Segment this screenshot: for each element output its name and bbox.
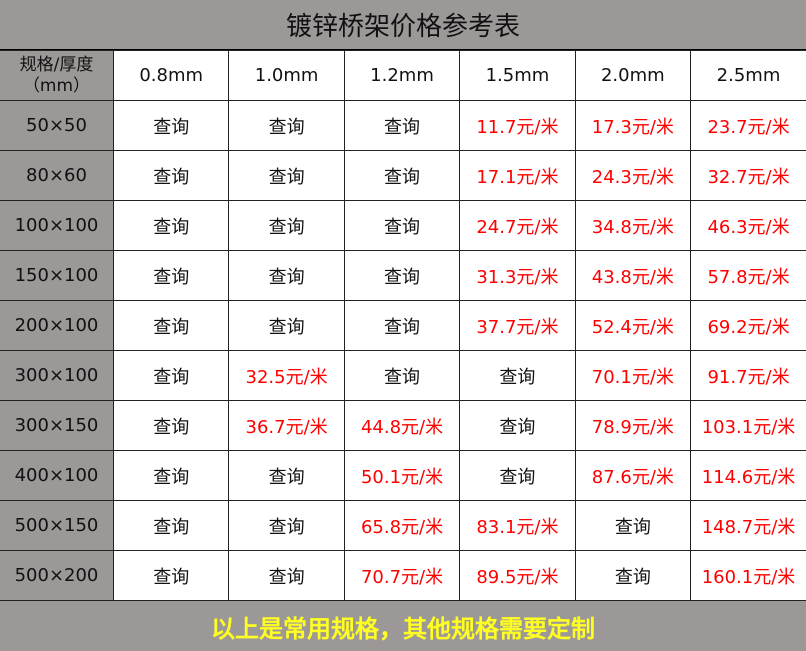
- footer-note: 以上是常用规格，其他规格需要定制: [0, 601, 806, 651]
- query-link[interactable]: 查询: [459, 450, 576, 501]
- query-link[interactable]: 查询: [343, 150, 461, 201]
- query-link[interactable]: 查询: [112, 500, 230, 551]
- price-cell: 78.9元/米: [574, 400, 692, 451]
- price-cell: 50.1元/米: [343, 450, 461, 501]
- query-link[interactable]: 查询: [343, 100, 461, 151]
- table-row: 100×100 查询 查询 查询 24.7元/米 34.8元/米 46.3元/米: [0, 200, 806, 251]
- row-spec: 300×100: [0, 350, 114, 401]
- row-spec: 150×100: [0, 250, 114, 301]
- price-cell: 17.1元/米: [459, 150, 576, 201]
- price-cell: 52.4元/米: [574, 300, 692, 351]
- query-link[interactable]: 查询: [228, 550, 345, 601]
- table-row: 80×60 查询 查询 查询 17.1元/米 24.3元/米 32.7元/米: [0, 150, 806, 201]
- column-header: 0.8mm: [112, 50, 230, 101]
- row-spec: 500×200: [0, 550, 114, 601]
- price-cell: 65.8元/米: [343, 500, 461, 551]
- column-header: 2.0mm: [574, 50, 692, 101]
- column-header: 1.5mm: [459, 50, 576, 101]
- price-cell: 89.5元/米: [459, 550, 576, 601]
- price-cell: 32.5元/米: [228, 350, 345, 401]
- price-cell: 83.1元/米: [459, 500, 576, 551]
- price-cell: 36.7元/米: [228, 400, 345, 451]
- price-cell: 37.7元/米: [459, 300, 576, 351]
- column-header: 1.2mm: [343, 50, 461, 101]
- table-row: 150×100 查询 查询 查询 31.3元/米 43.8元/米 57.8元/米: [0, 250, 806, 301]
- query-link[interactable]: 查询: [459, 400, 576, 451]
- price-cell: 23.7元/米: [690, 100, 806, 151]
- column-header: 2.5mm: [690, 50, 806, 101]
- query-link[interactable]: 查询: [228, 150, 345, 201]
- query-link[interactable]: 查询: [112, 100, 230, 151]
- price-cell: 31.3元/米: [459, 250, 576, 301]
- query-link[interactable]: 查询: [112, 150, 230, 201]
- query-link[interactable]: 查询: [112, 350, 230, 401]
- table-row: 200×100 查询 查询 查询 37.7元/米 52.4元/米 69.2元/米: [0, 300, 806, 351]
- price-cell: 70.7元/米: [343, 550, 461, 601]
- row-spec: 200×100: [0, 300, 114, 351]
- price-cell: 44.8元/米: [343, 400, 461, 451]
- price-cell: 69.2元/米: [690, 300, 806, 351]
- price-cell: 43.8元/米: [574, 250, 692, 301]
- price-cell: 103.1元/米: [690, 400, 806, 451]
- query-link[interactable]: 查询: [112, 450, 230, 501]
- query-link[interactable]: 查询: [228, 300, 345, 351]
- query-link[interactable]: 查询: [343, 200, 461, 251]
- table-row: 500×150 查询 查询 65.8元/米 83.1元/米 查询 148.7元/米: [0, 500, 806, 551]
- price-cell: 17.3元/米: [574, 100, 692, 151]
- row-spec: 50×50: [0, 100, 114, 151]
- price-cell: 70.1元/米: [574, 350, 692, 401]
- price-cell: 91.7元/米: [690, 350, 806, 401]
- query-link[interactable]: 查询: [459, 350, 576, 401]
- table-row: 500×200 查询 查询 70.7元/米 89.5元/米 查询 160.1元/米: [0, 550, 806, 601]
- column-header: 1.0mm: [228, 50, 345, 101]
- table-row: 300×150 查询 36.7元/米 44.8元/米 查询 78.9元/米 103.1元/米: [0, 400, 806, 451]
- price-cell: 57.8元/米: [690, 250, 806, 301]
- corner-line1: 规格/厚度: [19, 54, 94, 75]
- price-cell: 46.3元/米: [690, 200, 806, 251]
- query-link[interactable]: 查询: [574, 500, 692, 551]
- price-cell: 32.7元/米: [690, 150, 806, 201]
- price-cell: 114.6元/米: [690, 450, 806, 501]
- table-row: 50×50 查询 查询 查询 11.7元/米 17.3元/米 23.7元/米: [0, 100, 806, 151]
- query-link[interactable]: 查询: [343, 350, 461, 401]
- query-link[interactable]: 查询: [228, 250, 345, 301]
- query-link[interactable]: 查询: [228, 500, 345, 551]
- query-link[interactable]: 查询: [343, 250, 461, 301]
- query-link[interactable]: 查询: [112, 550, 230, 601]
- header-row: 规格/厚度 （mm） 0.8mm 1.0mm 1.2mm 1.5mm 2.0mm 2.5mm: [0, 50, 806, 101]
- price-cell: 87.6元/米: [574, 450, 692, 501]
- price-cell: 34.8元/米: [574, 200, 692, 251]
- price-cell: 148.7元/米: [690, 500, 806, 551]
- price-table: 规格/厚度 （mm） 0.8mm 1.0mm 1.2mm 1.5mm 2.0mm 2.5mm…: [0, 50, 806, 601]
- query-link[interactable]: 查询: [112, 400, 230, 451]
- table-row: 300×100 查询 32.5元/米 查询 查询 70.1元/米 91.7元/米: [0, 350, 806, 401]
- row-spec: 500×150: [0, 500, 114, 551]
- query-link[interactable]: 查询: [343, 300, 461, 351]
- row-spec: 300×150: [0, 400, 114, 451]
- query-link[interactable]: 查询: [228, 100, 345, 151]
- query-link[interactable]: 查询: [112, 300, 230, 351]
- corner-line2: （mm）: [22, 75, 91, 96]
- table-row: 400×100 查询 查询 50.1元/米 查询 87.6元/米 114.6元/米: [0, 450, 806, 501]
- query-link[interactable]: 查询: [574, 550, 692, 601]
- query-link[interactable]: 查询: [112, 200, 230, 251]
- table-title: 镀锌桥架价格参考表: [0, 0, 806, 50]
- price-cell: 24.7元/米: [459, 200, 576, 251]
- corner-header: 规格/厚度 （mm）: [0, 50, 114, 101]
- query-link[interactable]: 查询: [112, 250, 230, 301]
- price-cell: 11.7元/米: [459, 100, 576, 151]
- price-cell: 24.3元/米: [574, 150, 692, 201]
- query-link[interactable]: 查询: [228, 200, 345, 251]
- row-spec: 400×100: [0, 450, 114, 501]
- price-cell: 160.1元/米: [690, 550, 806, 601]
- query-link[interactable]: 查询: [228, 450, 345, 501]
- row-spec: 80×60: [0, 150, 114, 201]
- row-spec: 100×100: [0, 200, 114, 251]
